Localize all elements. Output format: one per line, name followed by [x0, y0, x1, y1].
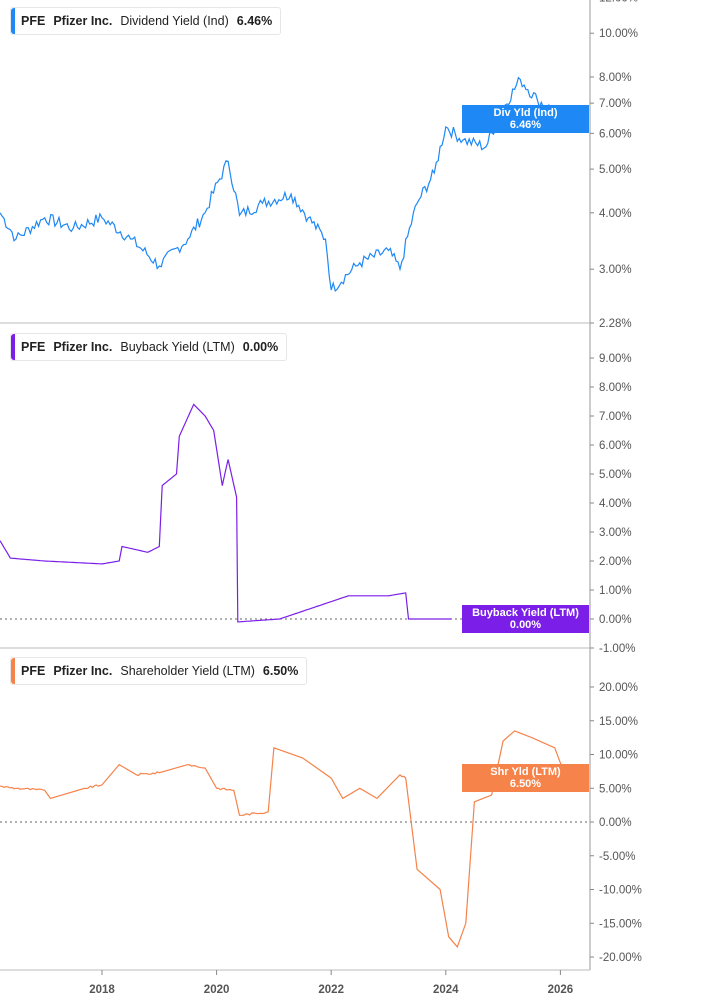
x-tick-label: 2026 [548, 984, 574, 996]
flag-label: Buyback Yield (LTM) [472, 607, 579, 619]
flag-value: 0.00% [509, 619, 542, 631]
x-tick-label: 2018 [89, 984, 115, 996]
y-tick-label: 4.00% [599, 498, 632, 510]
y-tick-label: 5.00% [599, 469, 632, 481]
current-value-flag-buyback: Buyback Yield (LTM) 0.00% [462, 605, 589, 633]
legend-metric: Shareholder Yield (LTM) [120, 664, 255, 678]
x-tick-label: 2024 [433, 984, 459, 996]
y-tick-label: -10.00% [599, 885, 642, 897]
x-tick-label: 2020 [204, 984, 230, 996]
y-tick-label: 6.00% [599, 128, 632, 140]
legend-ticker: PFE [21, 340, 46, 354]
y-tick-label: 15.00% [599, 716, 638, 728]
y-tick-label: -1.00% [599, 643, 635, 655]
y-tick-label: 12.00% [599, 0, 638, 4]
legend-metric: Buyback Yield (LTM) [120, 340, 235, 354]
series-line-2 [0, 730, 567, 949]
legend-value: 6.50% [262, 664, 299, 678]
y-tick-label: 20.00% [599, 682, 638, 694]
legend-value: 0.00% [242, 340, 279, 354]
y-tick-label: 5.00% [599, 164, 632, 176]
y-tick-label: 0.00% [599, 614, 632, 626]
legend-ticker: PFE [21, 664, 46, 678]
y-tick-label: 3.00% [599, 527, 632, 539]
y-tick-label: 8.00% [599, 72, 632, 84]
y-tick-label: 0.00% [599, 817, 632, 829]
y-tick-label: 4.00% [599, 208, 632, 220]
y-tick-label: 1.00% [599, 585, 632, 597]
series-color-bar [11, 8, 15, 34]
series-color-bar [11, 658, 15, 684]
y-tick-label: -20.00% [599, 952, 642, 964]
y-tick-label: 9.00% [599, 353, 632, 365]
legend-company: Pfizer Inc. [53, 340, 113, 354]
y-tick-label: 10.00% [599, 28, 638, 40]
series-color-bar [11, 334, 15, 360]
flag-value: 6.50% [509, 778, 542, 791]
legend-value: 6.46% [236, 14, 273, 28]
legend-metric: Dividend Yield (Ind) [120, 14, 229, 28]
y-tick-label: 8.00% [599, 382, 632, 394]
series-line-1 [0, 403, 452, 623]
y-tick-label: 10.00% [599, 750, 638, 762]
current-value-flag-dividend: Div Yld (Ind) 6.46% [462, 104, 589, 133]
legend-company: Pfizer Inc. [53, 14, 113, 28]
y-tick-label: 3.00% [599, 264, 632, 276]
legend-dividend-yield[interactable]: PFE Pfizer Inc. Dividend Yield (Ind) 6.4… [10, 7, 282, 35]
current-value-flag-shareholder: Shr Yld (LTM) 6.50% [462, 764, 589, 793]
y-tick-label: 2.28% [599, 318, 632, 330]
y-tick-label: 7.00% [599, 411, 632, 423]
flag-label: Shr Yld (LTM) [490, 766, 561, 779]
x-tick-label: 2022 [318, 984, 344, 996]
legend-shareholder-yield[interactable]: PFE Pfizer Inc. Shareholder Yield (LTM) … [10, 657, 308, 685]
flag-label: Div Yld (Ind) [493, 106, 558, 119]
flag-value: 6.46% [509, 118, 542, 131]
y-tick-label: 6.00% [599, 440, 632, 452]
y-tick-label: 2.00% [599, 556, 632, 568]
series-line-0 [0, 76, 567, 292]
legend-ticker: PFE [21, 14, 46, 28]
y-tick-label: 5.00% [599, 783, 632, 795]
legend-buyback-yield[interactable]: PFE Pfizer Inc. Buyback Yield (LTM) 0.00… [10, 333, 288, 361]
y-tick-label: -5.00% [599, 851, 635, 863]
legend-company: Pfizer Inc. [53, 664, 113, 678]
y-tick-label: -15.00% [599, 918, 642, 930]
y-tick-label: 7.00% [599, 98, 632, 110]
